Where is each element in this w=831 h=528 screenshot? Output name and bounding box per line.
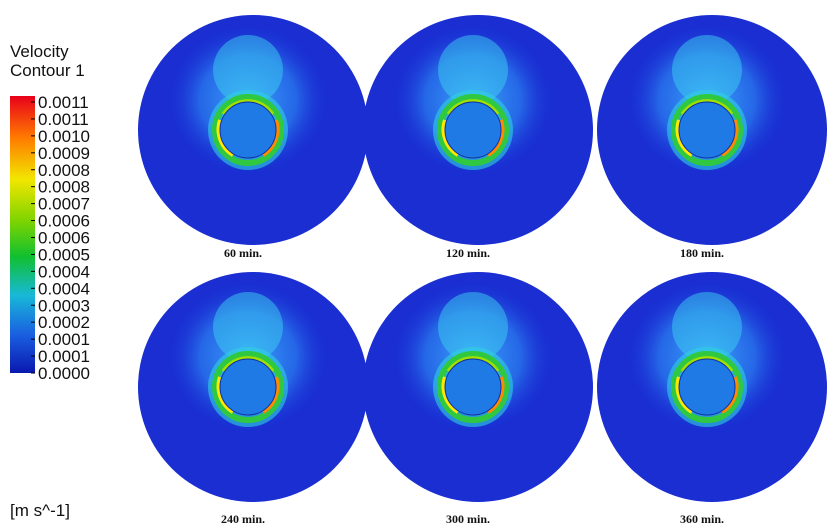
legend-subtitle: Contour 1 xyxy=(10,61,85,80)
contour-panel xyxy=(597,272,827,502)
colorbar-label: 0.0004 xyxy=(38,279,90,298)
colorbar-label: 0.0009 xyxy=(38,144,90,163)
colorbar-label: 0.0000 xyxy=(38,364,90,383)
colorbar-label: 0.0004 xyxy=(38,262,90,281)
contour-panel xyxy=(138,15,368,245)
colorbar-label: 0.0011 xyxy=(38,110,89,129)
legend-title: Velocity xyxy=(10,42,69,61)
panel-caption: 120 min. xyxy=(446,246,490,260)
colorbar-label: 0.0008 xyxy=(38,178,90,197)
panel-caption: 360 min. xyxy=(680,512,724,526)
contour-panel xyxy=(597,15,827,245)
colorbar-label: 0.0006 xyxy=(38,229,90,248)
colorbar-label: 0.0001 xyxy=(38,347,90,366)
panel-caption: 300 min. xyxy=(446,512,490,526)
colorbar-label: 0.0010 xyxy=(38,127,90,146)
colorbar-label: 0.0011 xyxy=(38,93,89,112)
panel-caption: 180 min. xyxy=(680,246,724,260)
colorbar-label: 0.0003 xyxy=(38,296,90,315)
colorbar-label: 0.0008 xyxy=(38,161,90,180)
colorbar-label: 0.0005 xyxy=(38,245,90,264)
colorbar-label: 0.0006 xyxy=(38,212,90,231)
colorbar-label: 0.0001 xyxy=(38,330,90,349)
panel-caption: 60 min. xyxy=(224,246,262,260)
contour-panel xyxy=(138,272,368,502)
contour-panel xyxy=(363,272,593,502)
colorbar-label: 0.0007 xyxy=(38,195,90,214)
contour-panel xyxy=(363,15,593,245)
legend-unit: [m s^-1] xyxy=(10,501,70,520)
panel-caption: 240 min. xyxy=(221,512,265,526)
colorbar xyxy=(10,96,35,373)
colorbar-label: 0.0002 xyxy=(38,313,90,332)
